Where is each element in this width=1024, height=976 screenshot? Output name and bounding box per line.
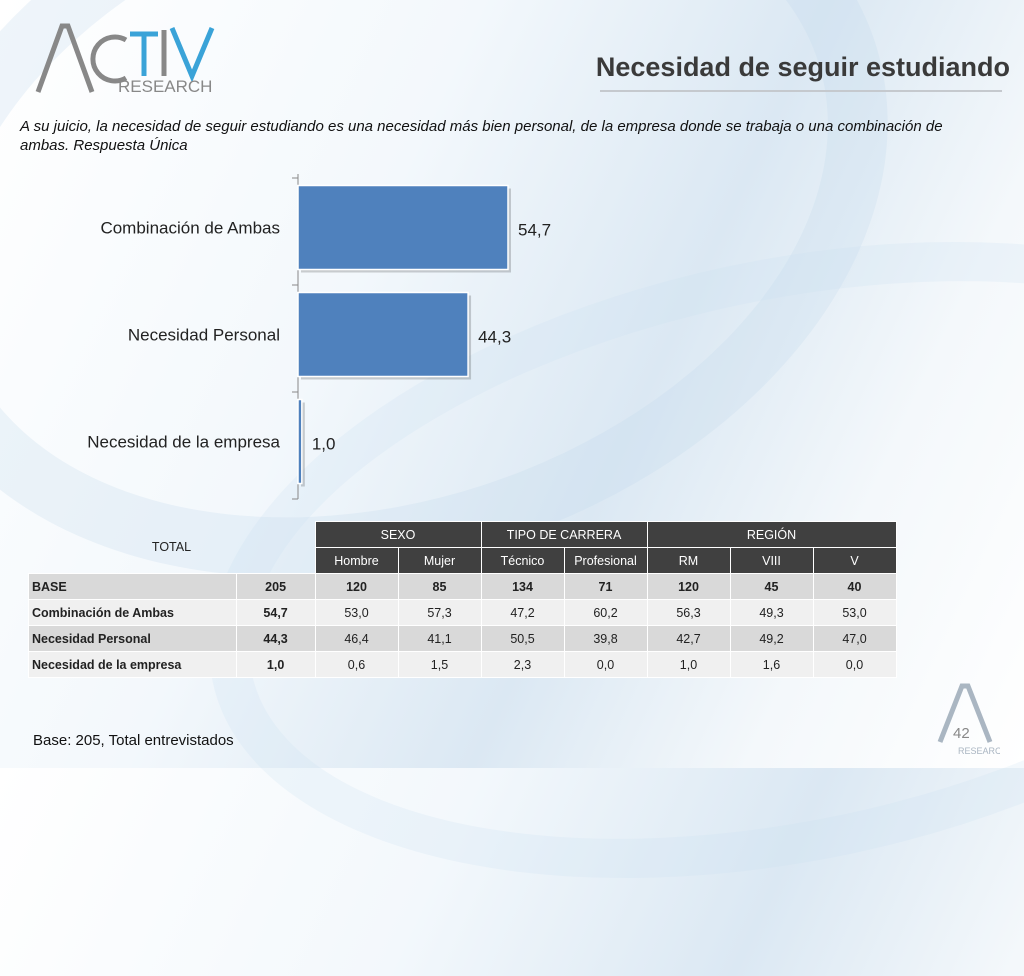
cell: 60,2 <box>563 599 648 626</box>
cell: 39,8 <box>563 625 648 652</box>
cell: 47,0 <box>812 625 897 652</box>
row-label: BASE <box>28 573 237 600</box>
category-label: Combinación de Ambas <box>100 219 280 238</box>
table-row: Necesidad Personal 44,3 46,4 41,1 50,5 3… <box>28 625 897 652</box>
category-label: Necesidad de la empresa <box>87 433 280 452</box>
row-label: Necesidad Personal <box>28 625 237 652</box>
row-label: Necesidad de la empresa <box>28 651 237 678</box>
cell: 0,0 <box>812 651 897 678</box>
row-label: Combinación de Ambas <box>28 599 237 626</box>
cell: 47,2 <box>480 599 565 626</box>
cell: 120 <box>314 573 399 600</box>
logo-subtitle: RESEARCH <box>118 77 212 96</box>
title-divider <box>600 90 1002 92</box>
crosstab-table: TOTAL SEXO TIPO DE CARRERA REGIÓN Hombre… <box>28 521 897 678</box>
subheader-mujer: Mujer <box>397 547 482 574</box>
bar-0 <box>297 184 509 271</box>
cell: 0,0 <box>563 651 648 678</box>
group-header-sexo: SEXO <box>314 521 482 548</box>
small-logo-text: RESEARCH <box>958 746 1000 756</box>
bar-shadow <box>301 402 305 487</box>
cell: 71 <box>563 573 648 600</box>
subheader-v: V <box>812 547 897 574</box>
row-total: 44,3 <box>235 625 316 652</box>
data-label: 44,3 <box>478 328 511 347</box>
subheader-tecnico: Técnico <box>480 547 565 574</box>
row-total: 1,0 <box>235 651 316 678</box>
base-note: Base: 205, Total entrevistados <box>33 732 234 749</box>
cell: 42,7 <box>646 625 731 652</box>
cell: 45 <box>729 573 814 600</box>
activa-small-logo: RESEARCH <box>937 683 1000 756</box>
row-total: 205 <box>235 573 316 600</box>
cell: 1,0 <box>646 651 731 678</box>
data-label: 54,7 <box>518 221 551 240</box>
data-label: 1,0 <box>312 435 336 454</box>
cell: 120 <box>646 573 731 600</box>
subheader-viii: VIII <box>729 547 814 574</box>
cell: 0,6 <box>314 651 399 678</box>
group-header-tipo-carrera: TIPO DE CARRERA <box>480 521 648 548</box>
cell: 1,6 <box>729 651 814 678</box>
cell: 46,4 <box>314 625 399 652</box>
subheader-hombre: Hombre <box>314 547 399 574</box>
table-row: Necesidad de la empresa 1,0 0,6 1,5 2,3 … <box>28 651 897 678</box>
total-header: TOTAL <box>151 540 192 555</box>
cell: 50,5 <box>480 625 565 652</box>
subheader-rm: RM <box>646 547 731 574</box>
bar-chart: Combinación de Ambas 54,7 Necesidad Person… <box>87 174 551 500</box>
subheader-profesional: Profesional <box>563 547 648 574</box>
cell: 134 <box>480 573 565 600</box>
row-total: 54,7 <box>235 599 316 626</box>
cell: 53,0 <box>812 599 897 626</box>
activa-logo: RESEARCH <box>35 23 215 96</box>
cell: 2,3 <box>480 651 565 678</box>
category-label: Necesidad Personal <box>128 326 280 345</box>
page-number: 42 <box>953 725 970 742</box>
table-row: BASE 205 120 85 134 71 120 45 40 <box>28 573 897 600</box>
cell: 53,0 <box>314 599 399 626</box>
survey-question: A su juicio, la necesidad de seguir estu… <box>20 118 943 154</box>
page-title: Necesidad de seguir estudiando <box>595 52 1010 82</box>
cell: 41,1 <box>397 625 482 652</box>
table-row: Combinación de Ambas 54,7 53,0 57,3 47,2… <box>28 599 897 626</box>
cell: 56,3 <box>646 599 731 626</box>
cell: 40 <box>812 573 897 600</box>
cell: 1,5 <box>397 651 482 678</box>
bar-2 <box>297 398 303 485</box>
group-header-region: REGIÓN <box>646 521 897 548</box>
bar-1 <box>297 291 469 378</box>
cell: 85 <box>397 573 482 600</box>
cell: 49,2 <box>729 625 814 652</box>
cell: 57,3 <box>397 599 482 626</box>
cell: 49,3 <box>729 599 814 626</box>
